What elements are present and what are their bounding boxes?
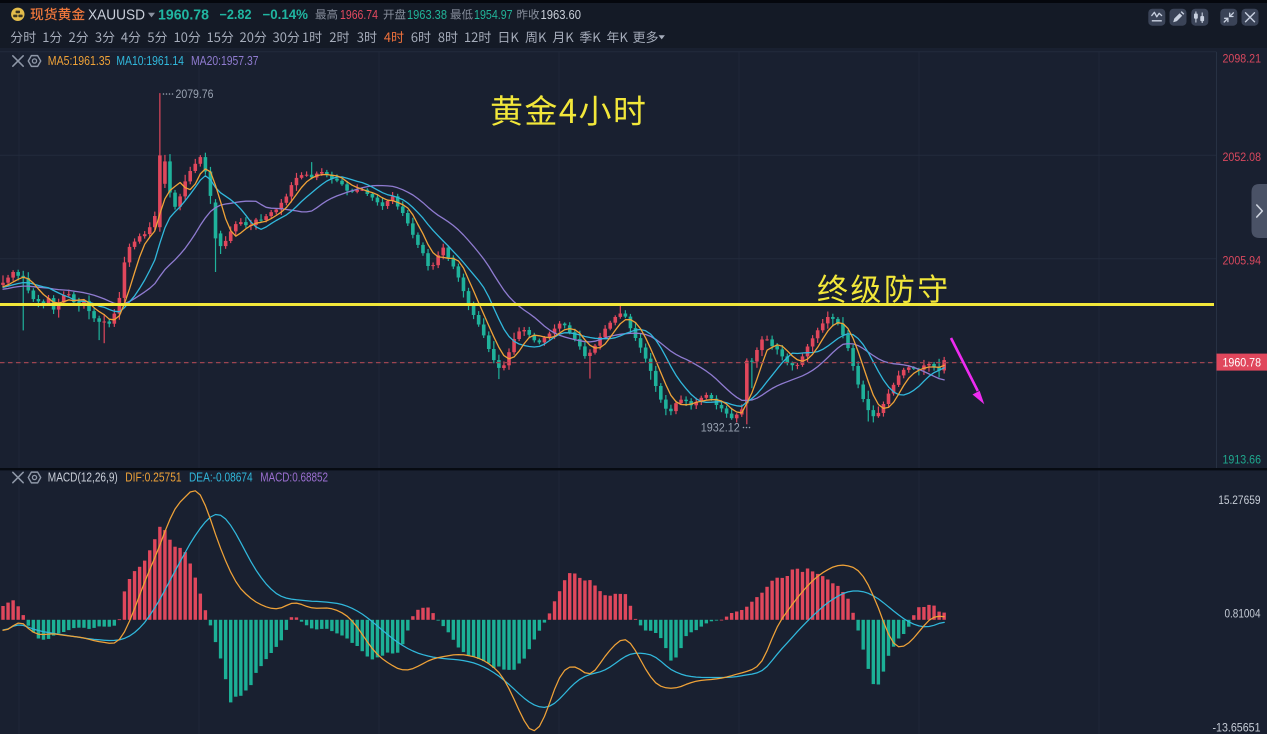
svg-text:MA5:1961.35: MA5:1961.35	[48, 54, 111, 68]
svg-text:−2.82: −2.82	[220, 7, 252, 22]
svg-text:2079.76: 2079.76	[176, 89, 214, 101]
svg-text:1913.66: 1913.66	[1223, 454, 1262, 466]
svg-text:1954.97: 1954.97	[474, 7, 513, 22]
svg-text:2052.08: 2052.08	[1223, 152, 1262, 164]
svg-text:1963.38: 1963.38	[407, 7, 447, 22]
svg-text:XAUUSD: XAUUSD	[88, 7, 145, 24]
svg-text:15.27659: 15.27659	[1218, 495, 1260, 507]
svg-text:MA20:1957.37: MA20:1957.37	[191, 54, 259, 68]
svg-text:1960.78: 1960.78	[158, 7, 209, 23]
svg-text:-13.65651: -13.65651	[1213, 722, 1261, 734]
svg-text:1960.78: 1960.78	[1223, 357, 1262, 369]
svg-text:MACD(12,26,9): MACD(12,26,9)	[48, 471, 118, 485]
svg-text:MA10:1961.14: MA10:1961.14	[116, 54, 184, 68]
svg-text:0.81004: 0.81004	[1225, 608, 1262, 620]
svg-text:2098.21: 2098.21	[1223, 54, 1262, 66]
svg-text:DEA:-0.08674: DEA:-0.08674	[189, 471, 253, 485]
svg-text:−0.14%: −0.14%	[263, 7, 309, 22]
svg-text:2005.94: 2005.94	[1223, 256, 1262, 268]
svg-text:1966.74: 1966.74	[340, 7, 378, 22]
svg-text:MACD:0.68852: MACD:0.68852	[260, 471, 328, 485]
svg-text:1963.60: 1963.60	[541, 7, 582, 22]
svg-text:DIF:0.25751: DIF:0.25751	[125, 471, 181, 485]
svg-text:1932.12: 1932.12	[701, 422, 740, 434]
